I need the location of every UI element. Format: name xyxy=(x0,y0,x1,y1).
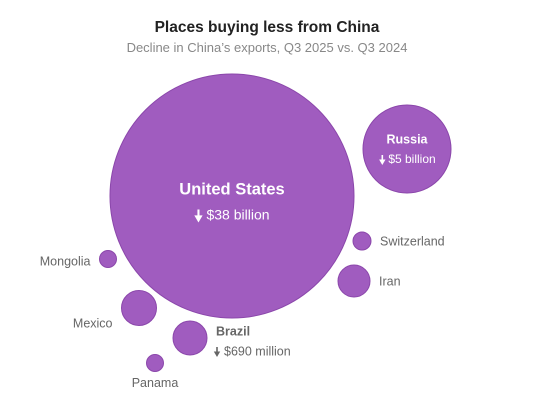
decline-arrow-icon-russia xyxy=(379,155,386,165)
bubble-label-mexico: Mexico xyxy=(73,316,113,330)
bubble-label-russia: Russia xyxy=(387,132,429,146)
bubble-brazil xyxy=(172,320,208,356)
decline-arrow-icon-brazil xyxy=(213,347,221,357)
chart-subtitle: Decline in China’s exports, Q3 2025 vs. … xyxy=(126,40,408,55)
bubble-label-mongolia: Mongolia xyxy=(40,254,91,268)
bubble-label-panama: Panama xyxy=(132,376,179,390)
chart-title: Places buying less from China xyxy=(154,19,380,36)
bubble-mongolia xyxy=(99,250,117,268)
bubble-value-united-states: $38 billion xyxy=(206,207,269,223)
bubble-label-brazil: Brazil xyxy=(216,324,250,338)
bubble-label-switzerland: Switzerland xyxy=(380,234,445,248)
bubble-label-iran: Iran xyxy=(379,274,401,288)
bubble-label-united-states: United States xyxy=(179,180,284,198)
bubble-mexico xyxy=(121,290,157,326)
bubble-panama xyxy=(146,354,164,372)
bubble-iran xyxy=(337,264,371,298)
bubble-russia xyxy=(362,104,452,194)
decline-arrow-icon-united-states xyxy=(194,209,203,223)
bubble-value-brazil: $690 million xyxy=(224,344,291,358)
bubble-value-russia: $5 billion xyxy=(388,152,435,166)
bubble-switzerland xyxy=(352,231,372,251)
bubble-united-states xyxy=(109,73,355,319)
